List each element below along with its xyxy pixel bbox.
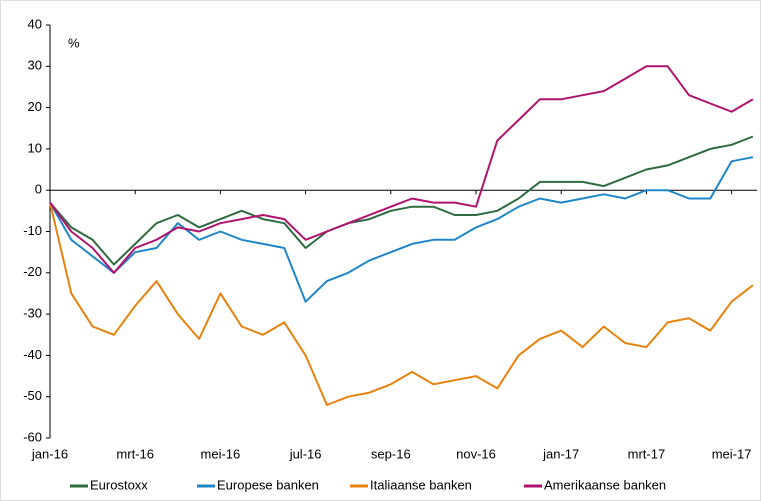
legend-label: Eurostoxx <box>90 477 148 492</box>
y-tick-label: 0 <box>35 182 42 197</box>
y-tick-label: 40 <box>28 16 42 31</box>
series-line <box>49 156 754 303</box>
y-tick-label: -40 <box>23 347 42 362</box>
y-tick-label: 20 <box>28 99 42 114</box>
x-tick-label: jan-16 <box>31 446 68 461</box>
y-tick-label: -10 <box>23 223 42 238</box>
y-tick-label: -20 <box>23 264 42 279</box>
legend-label: Europese banken <box>217 477 319 492</box>
y-tick-label: -50 <box>23 388 42 403</box>
x-tick-label: mei-17 <box>712 446 752 461</box>
series-line <box>49 135 754 266</box>
x-tick-label: mrt-16 <box>116 446 154 461</box>
series-line <box>49 65 754 274</box>
x-tick-label: nov-16 <box>456 446 496 461</box>
x-tick-label: mei-16 <box>201 446 241 461</box>
x-tick-label: sep-16 <box>371 446 411 461</box>
y-tick-label: 30 <box>28 58 42 73</box>
x-tick-label: jul-16 <box>289 446 322 461</box>
legend-label: Italiaanse banken <box>370 477 472 492</box>
y-tick-label: -30 <box>23 306 42 321</box>
y-tick-label: -60 <box>23 429 42 444</box>
y-axis-label: % <box>68 35 80 50</box>
y-tick-label: 10 <box>28 140 42 155</box>
x-tick-label: mrt-17 <box>628 446 666 461</box>
series-line <box>49 202 754 406</box>
legend-label: Amerikaanse banken <box>544 477 666 492</box>
x-tick-label: jan-17 <box>542 446 579 461</box>
